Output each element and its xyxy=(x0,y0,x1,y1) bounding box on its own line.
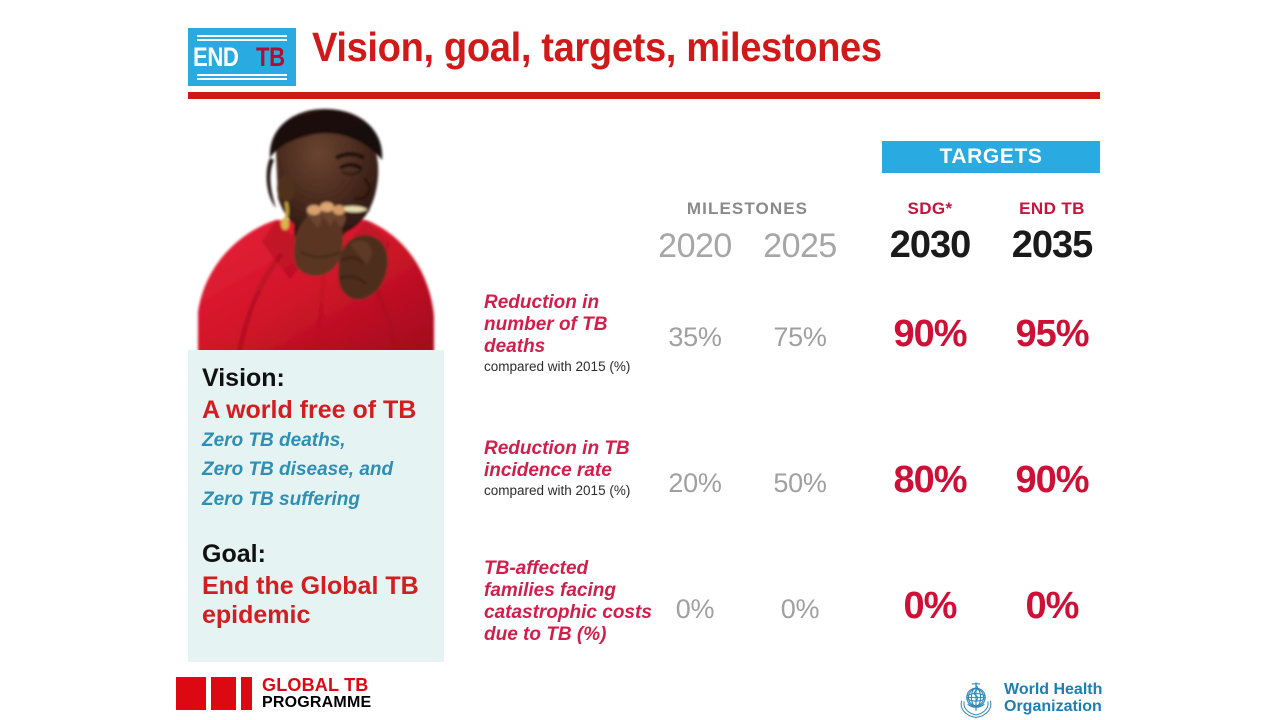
column-header-2030: 2030 xyxy=(889,224,972,266)
column-header-2035: 2035 xyxy=(1011,224,1094,266)
hero-photo xyxy=(190,102,446,358)
milestones-group-label: MILESTONES xyxy=(686,199,809,218)
vision-block: Vision: A world free of TB Zero TB death… xyxy=(202,364,430,514)
cell-2025: 75% xyxy=(773,322,827,352)
who-logo: World Health Organization xyxy=(955,678,1102,720)
who-line-2: Organization xyxy=(1004,698,1102,715)
indicator-title: TB-affected families facing catastrophic… xyxy=(484,558,652,646)
cell-2030: 80% xyxy=(893,459,967,501)
gtb-wordmark: GLOBAL TB PROGRAMME xyxy=(262,676,371,711)
logo-end-text: END xyxy=(193,41,239,72)
logo-top-rules xyxy=(196,34,288,41)
column-kicker-endtb: END TB xyxy=(1019,199,1085,218)
cell-2035: 90% xyxy=(1015,459,1089,501)
vision-subline-2: Zero TB disease, and xyxy=(202,459,394,481)
vision-subline-3: Zero TB suffering xyxy=(202,489,360,511)
goal-statement-line-2: epidemic xyxy=(202,600,311,629)
logo-tb-text: TB xyxy=(255,41,285,72)
cell-2025: 0% xyxy=(780,594,820,624)
page-title: Vision, goal, targets, milestones xyxy=(312,24,882,70)
goal-block: Goal: End the Global TB epidemic xyxy=(202,540,430,630)
vision-goal-panel: Vision: A world free of TB Zero TB death… xyxy=(188,350,444,662)
targets-group-banner: TARGETS xyxy=(882,141,1100,173)
goal-statement-line-1: End the Global TB xyxy=(202,571,419,600)
who-emblem-icon xyxy=(960,682,992,718)
cell-2020: 20% xyxy=(668,468,722,498)
indicator-note: compared with 2015 (%) xyxy=(484,483,631,499)
cell-2035: 95% xyxy=(1015,313,1089,355)
logo-wordmark: END TB xyxy=(193,41,291,72)
vision-heading: Vision: xyxy=(202,364,285,392)
end-tb-logo: END TB xyxy=(188,28,296,86)
goal-heading: Goal: xyxy=(202,540,266,569)
gtb-bars-icon xyxy=(176,677,252,711)
indicator-label: Reduction in TB incidence rate compared … xyxy=(484,438,674,499)
column-header-2025: 2025 xyxy=(763,227,837,265)
indicator-title: Reduction in number of TB deaths xyxy=(484,292,608,358)
cell-2020: 0% xyxy=(675,594,715,624)
cell-2020: 35% xyxy=(668,322,722,352)
slide-header: END TB Vision, goal, targets, milestones xyxy=(188,24,1100,90)
indicator-note: compared with 2015 (%) xyxy=(484,359,631,375)
vision-statement: A world free of TB xyxy=(202,395,417,424)
column-header-2020: 2020 xyxy=(658,227,732,265)
who-line-1: World Health xyxy=(1004,681,1103,699)
vision-subline-1: Zero TB deaths, xyxy=(202,429,346,451)
global-tb-programme-logo: GLOBAL TB PROGRAMME xyxy=(176,676,371,711)
cell-2030: 90% xyxy=(893,313,967,355)
gtb-line-2: PROGRAMME xyxy=(262,693,372,711)
who-wordmark: World Health Organization xyxy=(1004,681,1103,716)
column-kicker-sdg: SDG* xyxy=(907,199,953,218)
cell-2025: 50% xyxy=(773,468,827,498)
gtb-line-1: GLOBAL TB xyxy=(262,675,369,695)
logo-bottom-rules xyxy=(196,73,288,80)
cell-2030: 0% xyxy=(903,585,958,627)
smiling-woman-photo-illustration xyxy=(190,102,446,358)
indicator-label: TB-affected families facing catastrophic… xyxy=(484,558,674,646)
cell-2035: 0% xyxy=(1025,585,1080,627)
indicator-title: Reduction in TB incidence rate xyxy=(484,438,630,482)
indicator-label: Reduction in number of TB deaths compare… xyxy=(484,292,674,375)
header-divider xyxy=(188,92,1100,99)
